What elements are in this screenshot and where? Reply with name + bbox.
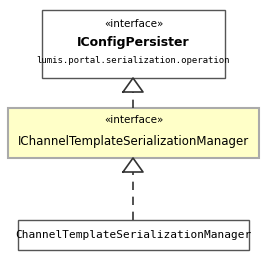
Bar bbox=[8, 108, 259, 158]
Text: IChannelTemplateSerializationManager: IChannelTemplateSerializationManager bbox=[18, 135, 249, 148]
Text: «interface»: «interface» bbox=[104, 19, 163, 29]
Text: lumis.portal.serialization.operation: lumis.portal.serialization.operation bbox=[37, 56, 230, 65]
Bar bbox=[18, 220, 249, 250]
Text: IConfigPersister: IConfigPersister bbox=[77, 36, 190, 49]
Text: «interface»: «interface» bbox=[104, 115, 163, 125]
Bar bbox=[42, 10, 225, 78]
Text: ChannelTemplateSerializationManager: ChannelTemplateSerializationManager bbox=[15, 230, 252, 240]
